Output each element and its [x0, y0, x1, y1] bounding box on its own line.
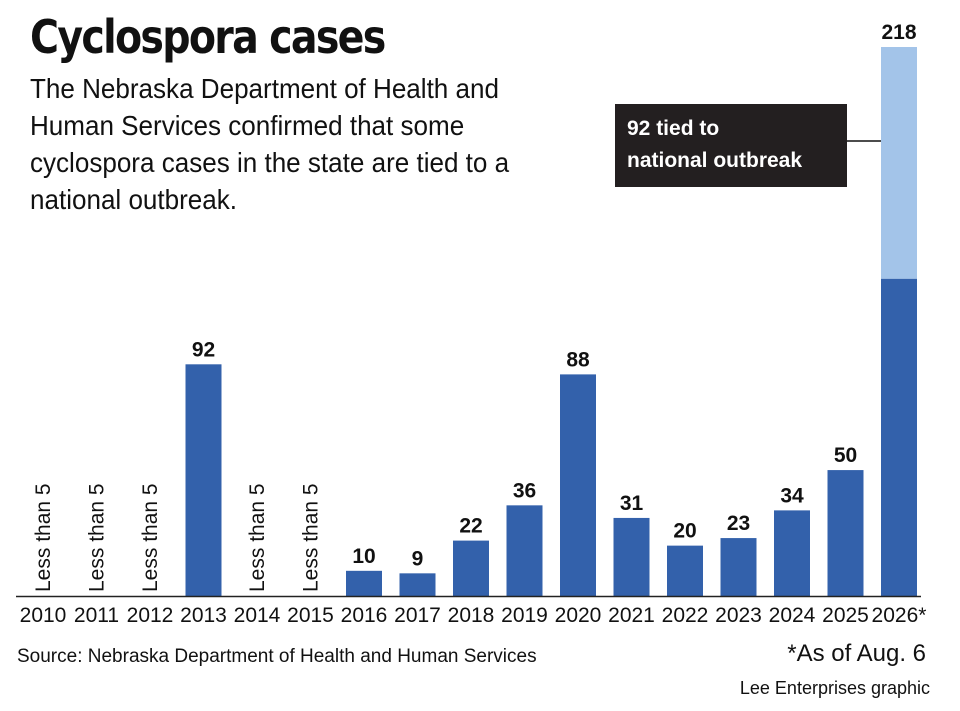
- x-tick-2020: 2020: [555, 604, 602, 627]
- x-tick-2022: 2022: [662, 604, 709, 627]
- x-tick-2018: 2018: [448, 604, 495, 627]
- value-label-2019: 36: [513, 479, 536, 502]
- value-label-2022: 20: [673, 520, 696, 543]
- x-tick-2012: 2012: [127, 604, 174, 627]
- graphic-credit: Lee Enterprises graphic: [739, 678, 930, 698]
- value-label-2025: 50: [834, 444, 857, 467]
- annotation-text-line-2: national outbreak: [627, 149, 802, 172]
- bar-2023: [720, 538, 757, 596]
- bar-2022: [667, 545, 703, 596]
- bar-2017: [399, 573, 436, 596]
- bar-outbreak-2026: [881, 47, 917, 279]
- bar-2018: [453, 540, 489, 596]
- value-label-2011: Less than 5: [86, 483, 109, 592]
- x-tick-2021: 2021: [608, 604, 655, 627]
- value-label-2021: 31: [620, 492, 644, 515]
- value-label-2012: Less than 5: [139, 483, 162, 592]
- value-label-2014: Less than 5: [246, 483, 269, 592]
- x-tick-2023: 2023: [715, 604, 762, 627]
- chart-title: Cyclospora cases: [30, 10, 386, 64]
- value-label-2016: 10: [352, 545, 375, 568]
- bar-2016: [346, 570, 382, 596]
- bar-2024: [774, 510, 810, 596]
- bar-2021: [613, 517, 650, 596]
- value-label-2015: Less than 5: [300, 483, 323, 592]
- value-label-2013: 92: [192, 338, 215, 361]
- bar-2025: [827, 470, 864, 596]
- x-tick-2015: 2015: [287, 604, 334, 627]
- x-tick-2026: 2026*: [872, 604, 927, 627]
- x-tick-2024: 2024: [769, 604, 816, 627]
- value-label-2024: 34: [780, 484, 804, 507]
- value-label-2018: 22: [459, 515, 482, 538]
- value-label-2010: Less than 5: [32, 483, 55, 592]
- bar-2019: [506, 505, 543, 596]
- value-label-2023: 23: [727, 512, 750, 535]
- value-label-2026: 218: [881, 21, 916, 44]
- bar-2013: [185, 364, 222, 596]
- bar-2026: [881, 278, 917, 596]
- bar-2020: [560, 374, 596, 596]
- x-tick-2013: 2013: [180, 604, 227, 627]
- footnote: *As of Aug. 6: [787, 640, 926, 667]
- x-tick-2014: 2014: [234, 604, 281, 627]
- annotation-box: [615, 104, 847, 187]
- source-note: Source: Nebraska Department of Health an…: [17, 646, 537, 667]
- x-tick-2011: 2011: [74, 604, 119, 627]
- chart-subtitle: The Nebraska Department of Health and Hu…: [30, 73, 510, 215]
- x-tick-2016: 2016: [341, 604, 388, 627]
- x-tick-2010: 2010: [20, 604, 67, 627]
- value-label-2017: 9: [412, 547, 424, 570]
- annotation-text-line-1: 92 tied to: [627, 117, 719, 140]
- value-label-2020: 88: [566, 348, 590, 371]
- x-tick-2017: 2017: [394, 604, 441, 627]
- x-tick-2019: 2019: [501, 604, 548, 627]
- x-tick-2025: 2025: [822, 604, 869, 627]
